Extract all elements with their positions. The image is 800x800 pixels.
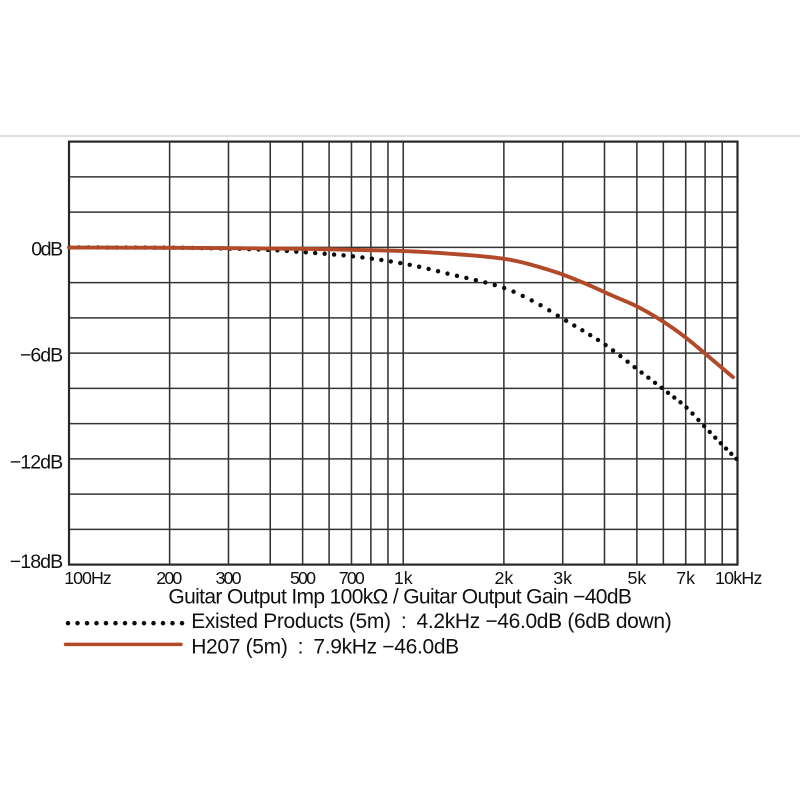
svg-text:−12dB: −12dB (10, 451, 63, 473)
svg-text:−6dB: −6dB (20, 344, 63, 366)
svg-text:5k: 5k (628, 568, 647, 588)
svg-text:300: 300 (216, 568, 242, 588)
svg-text:H207 (5m) : 7.9kHz −46.0dB: H207 (5m) : 7.9kHz −46.0dB (191, 636, 459, 659)
svg-text:1k: 1k (394, 568, 413, 588)
svg-text:500: 500 (290, 568, 316, 588)
svg-text:−18dB: −18dB (10, 551, 63, 573)
svg-text:10kHz: 10kHz (715, 568, 762, 588)
svg-text:7k: 7k (676, 568, 695, 588)
svg-text:2k: 2k (495, 568, 514, 588)
svg-text:Existed Products (5m) : 4.2kHz: Existed Products (5m) : 4.2kHz −46.0dB (… (191, 610, 672, 633)
svg-text:0dB: 0dB (31, 238, 63, 260)
svg-text:200: 200 (156, 568, 182, 588)
svg-text:3k: 3k (553, 568, 572, 588)
svg-text:700: 700 (339, 568, 365, 588)
svg-text:100Hz: 100Hz (64, 568, 112, 588)
svg-text:Guitar Output Imp 100kΩ / Guit: Guitar Output Imp 100kΩ / Guitar Output … (168, 585, 631, 608)
